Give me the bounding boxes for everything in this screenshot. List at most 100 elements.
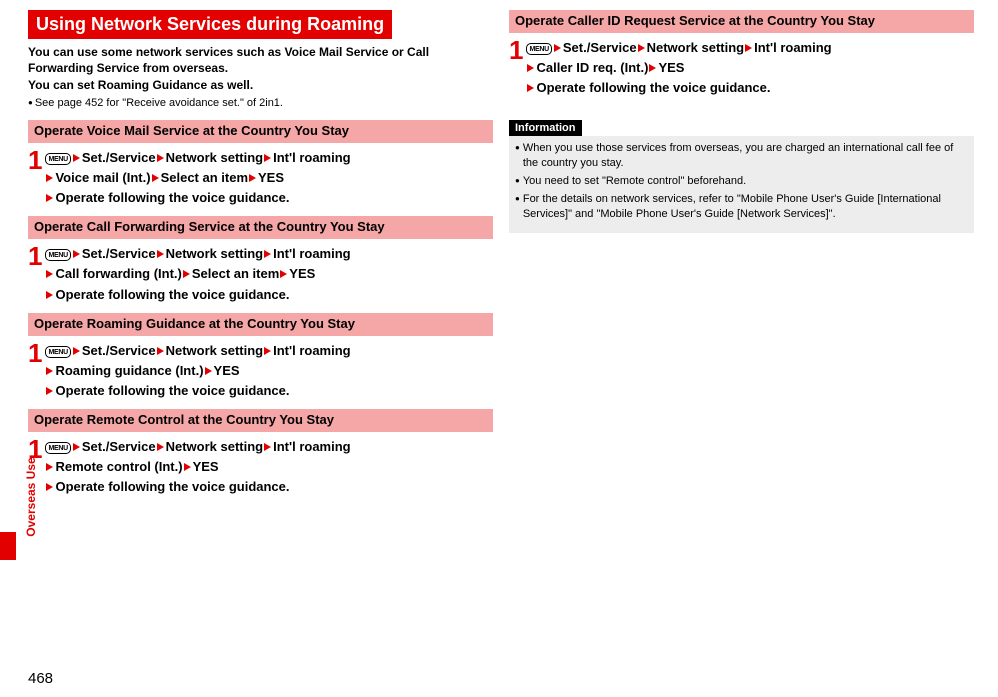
triangle-icon [46,194,53,202]
step-number: 1 [28,340,42,366]
triangle-icon [183,270,190,278]
path-part: Int'l roaming [273,343,350,358]
section-heading: Operate Call Forwarding Service at the C… [28,216,493,239]
menu-icon: MENU [45,442,70,454]
path-part: Set./Service [82,246,156,261]
path-part: Network setting [166,246,264,261]
path-part: YES [658,60,684,75]
path-part: Network setting [166,150,264,165]
path-part: Caller ID req. (Int.) [536,60,648,75]
triangle-icon [745,44,752,52]
triangle-icon [184,463,191,471]
path-part: Set./Service [82,343,156,358]
triangle-icon [46,367,53,375]
step-final: Operate following the voice guidance. [55,287,289,302]
path-part: YES [193,459,219,474]
path-part: Voice mail (Int.) [55,170,150,185]
triangle-icon [638,44,645,52]
path-part: Set./Service [563,40,637,55]
path-part: Set./Service [82,150,156,165]
menu-icon: MENU [526,43,551,55]
side-tab: Overseas Use [0,450,20,560]
main-banner: Using Network Services during Roaming [28,10,392,39]
section-heading: Operate Caller ID Request Service at the… [509,10,974,33]
triangle-icon [46,483,53,491]
step-block: 1 MENU Set./Service Network setting Int'l r… [28,340,493,401]
step-body: MENU Set./Service Network setting Int'l roa… [45,436,350,497]
path-part: Remote control (Int.) [55,459,182,474]
side-tab-marker [0,532,16,560]
section-heading: Operate Roaming Guidance at the Country … [28,313,493,336]
information-text: You need to set "Remote control" beforeh… [523,174,746,189]
triangle-icon [157,443,164,451]
step-body: MENU Set./Service Network setting Int'l roa… [45,243,350,304]
step-final: Operate following the voice guidance. [55,383,289,398]
path-part: YES [258,170,284,185]
triangle-icon [73,443,80,451]
information-item: ●When you use those services from overse… [515,141,968,171]
triangle-icon [527,84,534,92]
path-part: Int'l roaming [754,40,831,55]
triangle-icon [46,387,53,395]
triangle-icon [264,250,271,258]
path-part: Roaming guidance (Int.) [55,363,203,378]
step-body: MENUSet./ServiceNetwork settingInt'l roa… [526,37,831,98]
information-box: ●When you use those services from overse… [509,136,974,232]
right-column: Operate Caller ID Request Service at the… [509,10,974,505]
triangle-icon [649,64,656,72]
menu-icon: MENU [45,346,70,358]
triangle-icon [264,154,271,162]
step-body: MENUSet./ServiceNetwork settingInt'l roa… [45,147,350,208]
intro-text-1: You can use some network services such a… [28,45,493,76]
step-block: 1 MENUSet./ServiceNetwork settingInt'l r… [28,436,493,497]
bullet-icon: ● [515,141,520,171]
step-block: 1 MENU Set./Service Network setting Int'l r… [28,243,493,304]
step-number: 1 [28,243,42,269]
path-part: Network setting [166,439,264,454]
triangle-icon [249,174,256,182]
step-body: MENU Set./Service Network setting Int'l roa… [45,340,350,401]
step-final: Operate following the voice guidance. [55,479,289,494]
menu-icon: MENU [45,249,70,261]
bullet-icon: ● [515,192,520,222]
step-number: 1 [28,147,42,173]
path-part: Network setting [166,343,264,358]
triangle-icon [73,250,80,258]
triangle-icon [264,347,271,355]
information-header: Information [509,120,582,136]
path-part: YES [289,266,315,281]
triangle-icon [152,174,159,182]
page-body: Using Network Services during Roaming Yo… [0,0,998,515]
step-final: Operate following the voice guidance. [55,190,289,205]
menu-icon: MENU [45,153,70,165]
intro-note: See page 452 for "Receive avoidance set.… [28,96,493,110]
information-text: When you use those services from oversea… [523,141,968,171]
step-final: Operate following the voice guidance. [536,80,770,95]
triangle-icon [73,347,80,355]
information-item: ●For the details on network services, re… [515,192,968,222]
triangle-icon [73,154,80,162]
triangle-icon [46,270,53,278]
triangle-icon [157,250,164,258]
path-part: Select an item [161,170,248,185]
triangle-icon [554,44,561,52]
path-part: Select an item [192,266,279,281]
triangle-icon [527,64,534,72]
path-part: YES [214,363,240,378]
step-block: 1 MENUSet./ServiceNetwork settingInt'l r… [28,147,493,208]
triangle-icon [280,270,287,278]
triangle-icon [264,443,271,451]
triangle-icon [157,347,164,355]
path-part: Int'l roaming [273,439,350,454]
triangle-icon [157,154,164,162]
page-number: 468 [28,670,53,687]
triangle-icon [46,174,53,182]
side-tab-label: Overseas Use [24,452,38,542]
intro-text-2: You can set Roaming Guidance as well. [28,78,493,94]
path-part: Call forwarding (Int.) [55,266,181,281]
path-part: Int'l roaming [273,246,350,261]
section-heading: Operate Voice Mail Service at the Countr… [28,120,493,143]
left-column: Using Network Services during Roaming Yo… [28,10,493,505]
triangle-icon [205,367,212,375]
path-part: Set./Service [82,439,156,454]
